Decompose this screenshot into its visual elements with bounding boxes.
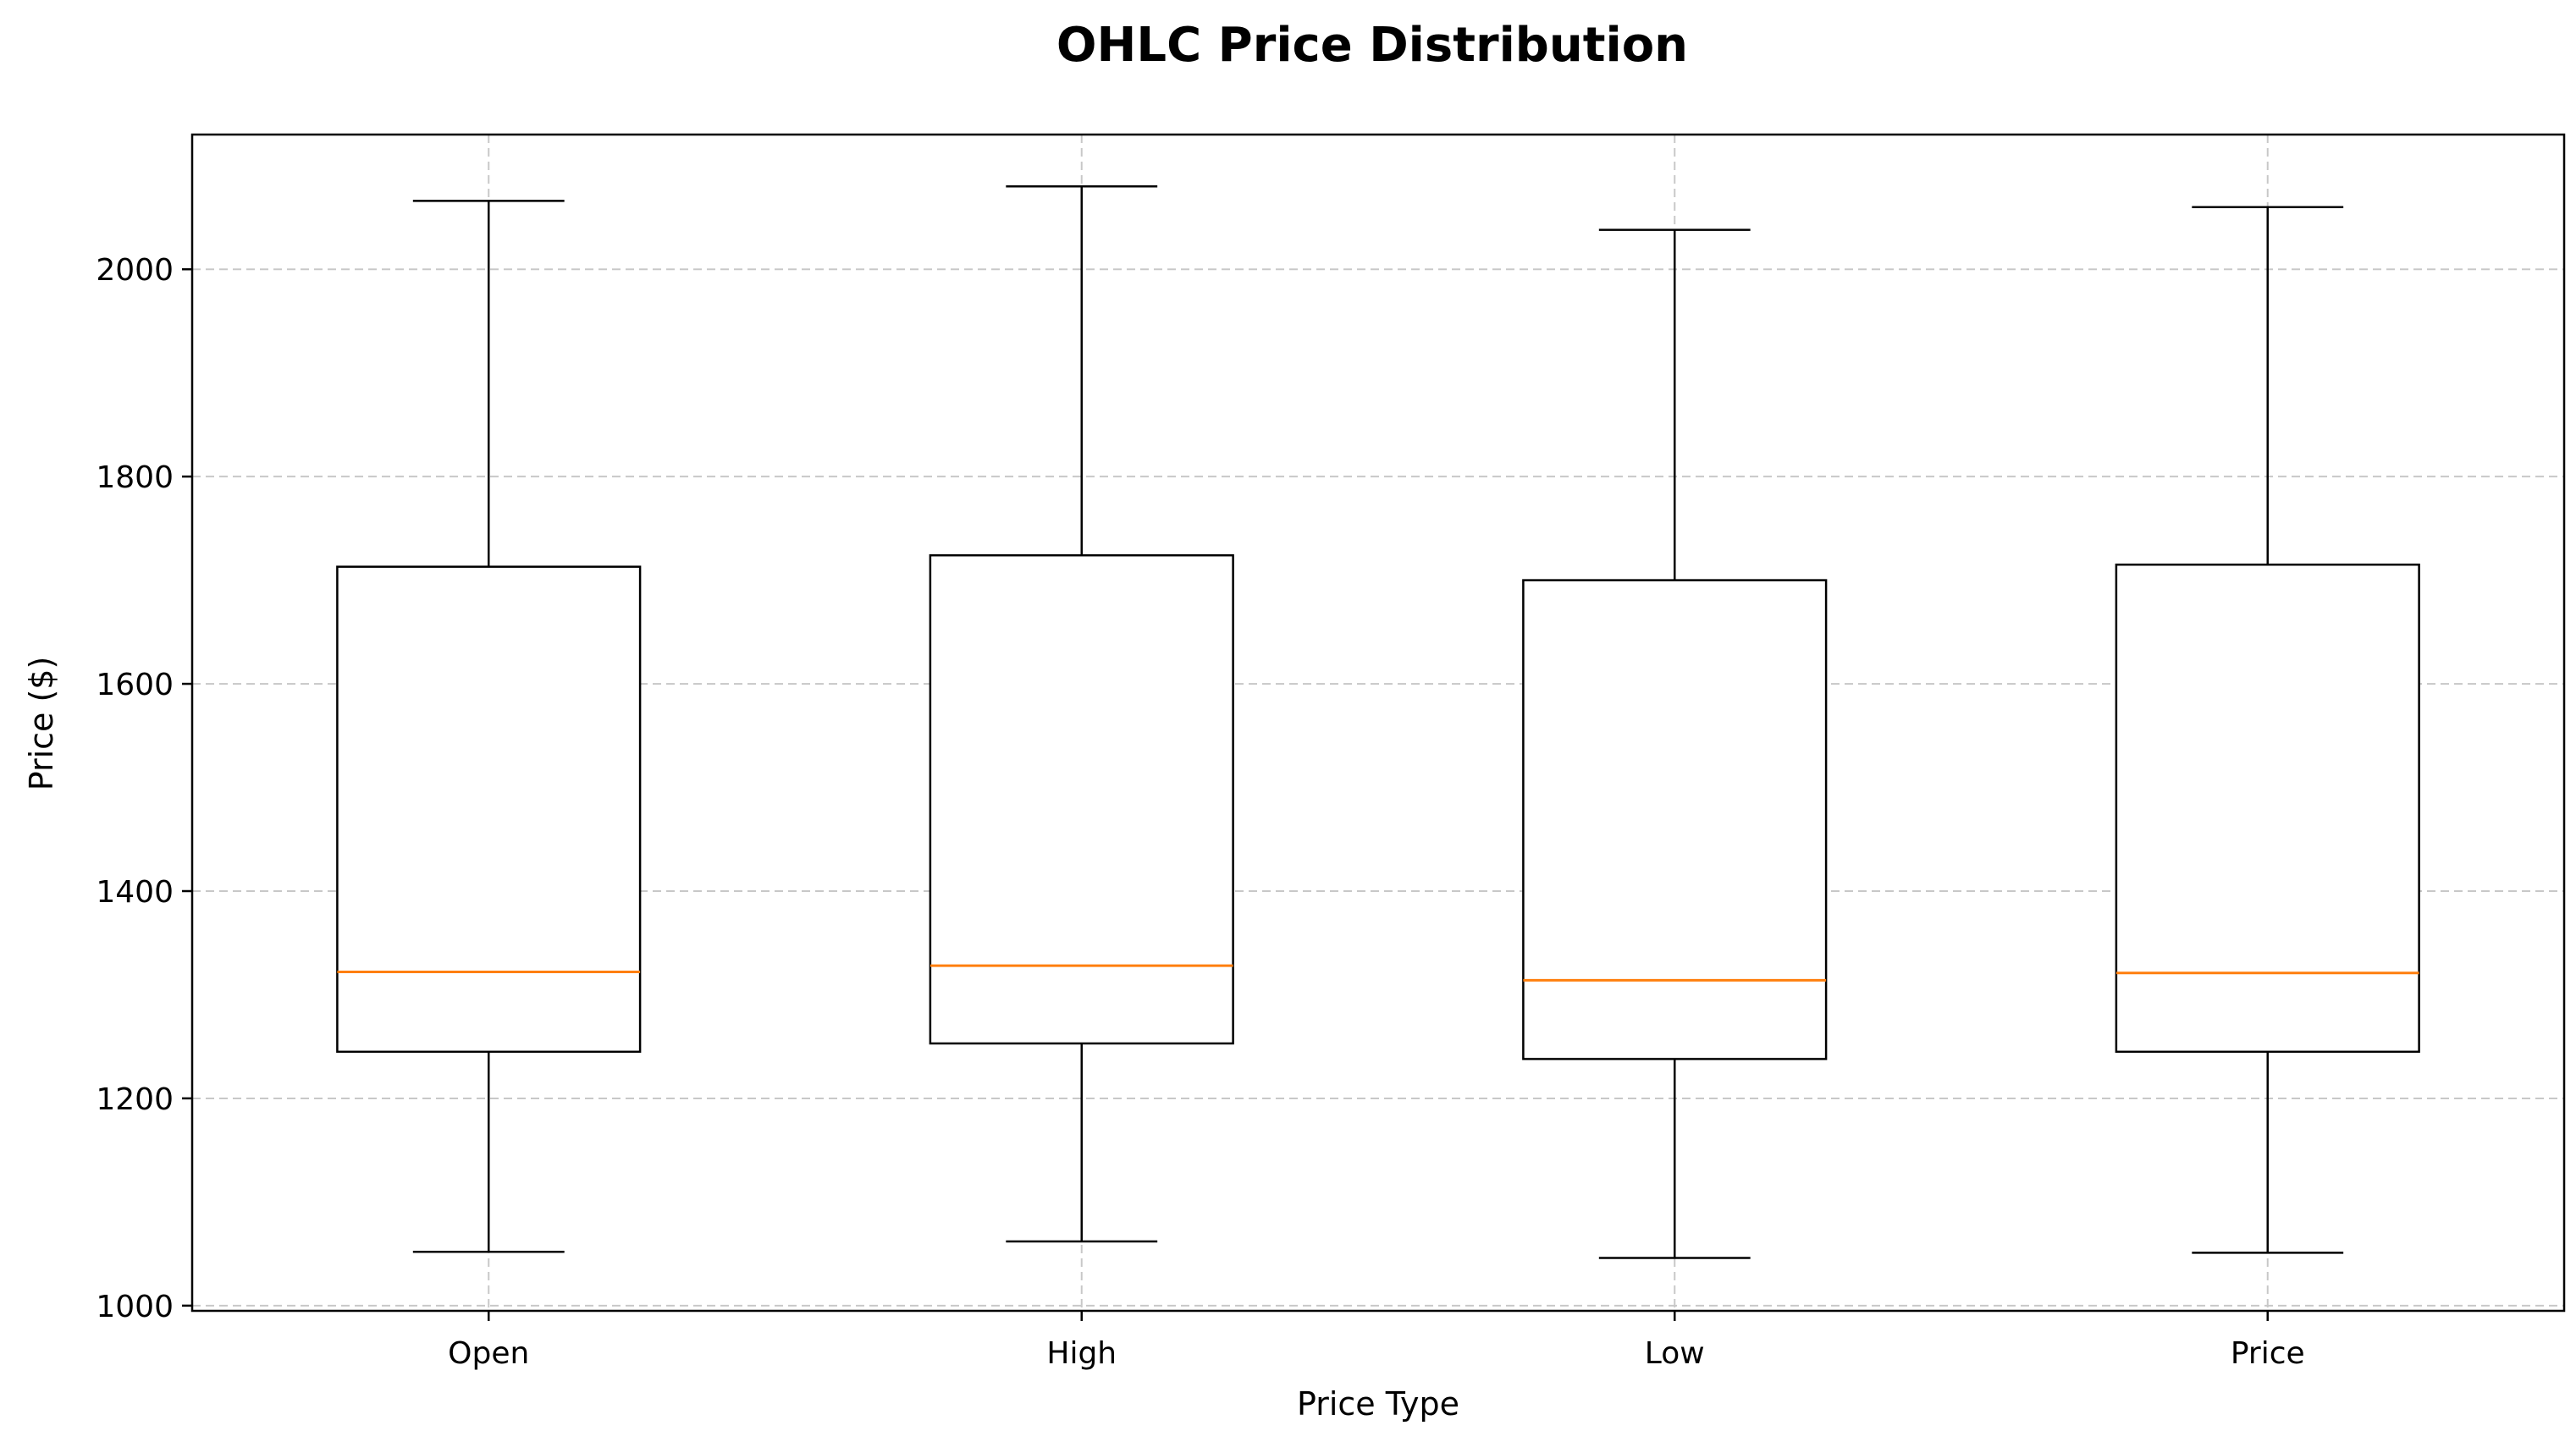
x-tick-label: Low: [1645, 1336, 1705, 1371]
box-low: [1522, 228, 1828, 1259]
box-open: [336, 200, 642, 1253]
boxes: [336, 184, 2420, 1259]
iqr-box: [2115, 563, 2420, 1054]
y-axis-label: Price ($): [23, 657, 60, 791]
iqr-box: [336, 565, 642, 1054]
x-tick-label: Open: [448, 1336, 529, 1371]
x-tick-label: Price: [2231, 1336, 2305, 1371]
y-tick-label: 2000: [96, 253, 174, 288]
iqr-box: [929, 553, 1234, 1045]
y-tick-label: 1600: [96, 668, 174, 702]
y-ticks: 1000 1200 1400 1600 1800 2000: [96, 253, 192, 1324]
x-tick-label: High: [1046, 1336, 1117, 1371]
x-axis-label: Price Type: [1297, 1385, 1459, 1423]
y-tick-label: 1000: [96, 1290, 174, 1324]
x-ticks: Open High Low Price: [448, 1311, 2305, 1371]
y-tick-label: 1400: [96, 875, 174, 910]
iqr-box: [1522, 579, 1828, 1060]
box-high: [929, 184, 1234, 1243]
box-price: [2115, 206, 2420, 1254]
y-tick-label: 1800: [96, 460, 174, 495]
chart-title: OHLC Price Distribution: [1056, 18, 1688, 73]
plot-frame: [190, 133, 2566, 1313]
y-tick-label: 1200: [96, 1082, 174, 1117]
